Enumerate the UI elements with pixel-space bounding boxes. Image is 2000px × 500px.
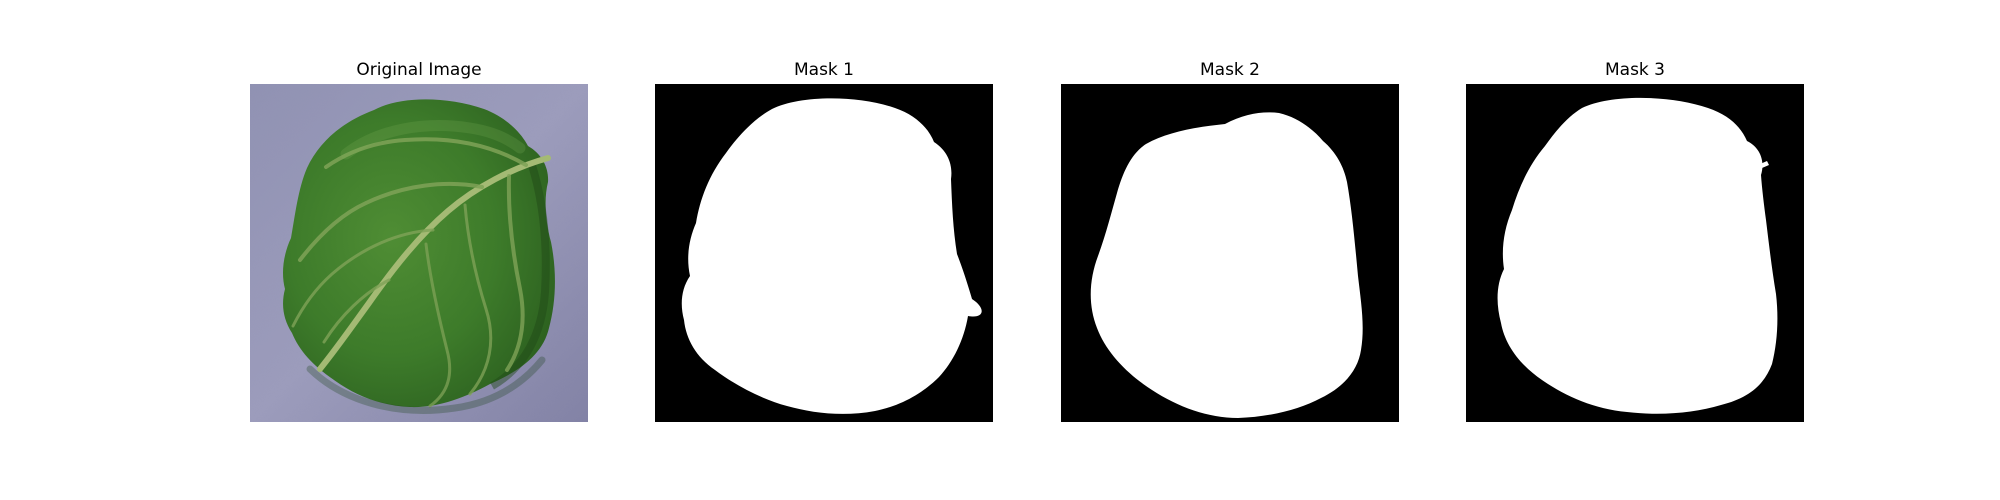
secondary-vein-4 — [322, 278, 391, 344]
leaf-edge-shadow — [306, 356, 546, 414]
mask-3-edge-artifact — [1751, 161, 1769, 171]
secondary-vein-2 — [298, 182, 484, 262]
leaf-highlight — [340, 120, 526, 160]
panel-title-mask-1: Mask 1 — [793, 60, 854, 80]
secondary-vein-3 — [291, 228, 435, 328]
mask-2-panel — [1061, 84, 1399, 422]
secondary-vein-5 — [505, 174, 525, 372]
mask-3-shape — [1497, 97, 1778, 414]
mask-3-panel — [1466, 84, 1804, 422]
mask-1-shape — [681, 98, 982, 414]
secondary-vein-6 — [463, 203, 493, 396]
panel-title-mask-3: Mask 3 — [1604, 60, 1665, 80]
original-image-panel — [250, 84, 588, 422]
secondary-vein-1 — [324, 137, 528, 169]
mask-1-panel — [655, 84, 993, 422]
mask-2-shape — [1090, 112, 1363, 419]
panel-title-mask-2: Mask 2 — [1199, 60, 1260, 80]
original-leaf-image — [250, 84, 588, 422]
leaf-shadow — [489, 160, 550, 390]
midrib-vein — [317, 155, 551, 372]
secondary-vein-7 — [424, 242, 452, 408]
mask-1-image — [655, 84, 993, 422]
mask-2-image — [1061, 84, 1399, 422]
panel-title-original-image: Original Image — [356, 60, 482, 80]
mask-3-image — [1466, 84, 1804, 422]
